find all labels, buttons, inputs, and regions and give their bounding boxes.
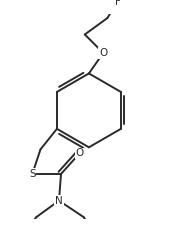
Text: O: O bbox=[75, 148, 84, 158]
Text: O: O bbox=[99, 48, 107, 58]
Text: F: F bbox=[115, 0, 121, 7]
Text: N: N bbox=[55, 196, 63, 206]
Text: S: S bbox=[29, 169, 36, 179]
